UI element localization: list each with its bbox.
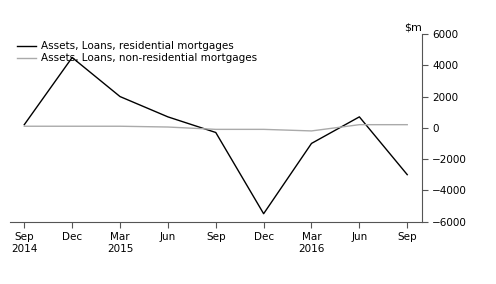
Assets, Loans, non-residential mortgages: [165, 125, 171, 129]
Assets, Loans, residential mortgages: [69, 56, 75, 59]
Assets, Loans, residential mortgages: [357, 115, 363, 119]
Line: Assets, Loans, residential mortgages: Assets, Loans, residential mortgages: [24, 57, 407, 214]
Assets, Loans, residential mortgages: [165, 115, 171, 119]
Assets, Loans, residential mortgages: [213, 131, 219, 134]
Text: $m: $m: [404, 22, 422, 32]
Assets, Loans, non-residential mortgages: [117, 124, 123, 128]
Legend: Assets, Loans, residential mortgages, Assets, Loans, non-residential mortgages: Assets, Loans, residential mortgages, As…: [15, 39, 259, 66]
Assets, Loans, non-residential mortgages: [404, 123, 410, 126]
Assets, Loans, residential mortgages: [21, 123, 27, 126]
Assets, Loans, non-residential mortgages: [309, 129, 314, 133]
Assets, Loans, non-residential mortgages: [21, 124, 27, 128]
Assets, Loans, non-residential mortgages: [357, 123, 363, 126]
Assets, Loans, residential mortgages: [404, 173, 410, 176]
Assets, Loans, non-residential mortgages: [69, 124, 75, 128]
Assets, Loans, non-residential mortgages: [261, 128, 267, 131]
Assets, Loans, residential mortgages: [309, 142, 314, 145]
Assets, Loans, residential mortgages: [117, 95, 123, 98]
Assets, Loans, non-residential mortgages: [213, 128, 219, 131]
Assets, Loans, residential mortgages: [261, 212, 267, 216]
Line: Assets, Loans, non-residential mortgages: Assets, Loans, non-residential mortgages: [24, 125, 407, 131]
